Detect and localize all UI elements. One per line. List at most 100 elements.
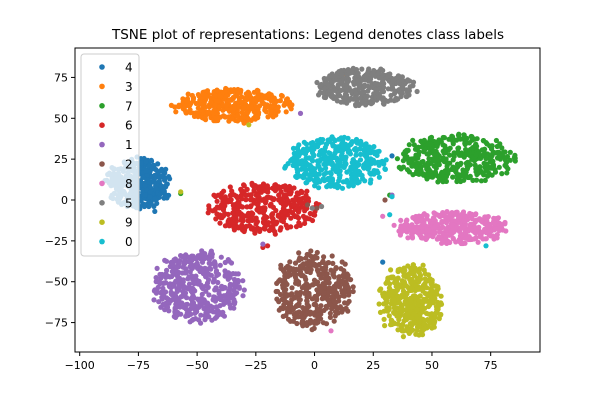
point-class-1	[193, 261, 200, 268]
point-class-1	[231, 287, 237, 293]
point-class-9	[376, 301, 382, 307]
point-class-1	[204, 302, 211, 308]
point-class-3	[283, 109, 289, 115]
point-class-0	[375, 170, 381, 176]
point-class-0	[346, 148, 353, 154]
point-class-1	[215, 279, 221, 286]
point-class-2	[343, 305, 349, 311]
legend-marker-0	[99, 238, 105, 245]
point-class-2	[344, 300, 350, 306]
point-class-1	[225, 290, 231, 296]
point-class-4	[146, 203, 152, 210]
point-class-5	[364, 71, 370, 77]
point-class-2	[338, 306, 345, 312]
point-class-1	[236, 284, 242, 290]
point-class-0	[314, 138, 320, 144]
point-class-1	[228, 260, 235, 266]
point-class-6	[241, 182, 247, 188]
point-class-6	[248, 192, 254, 198]
point-class-9	[408, 287, 414, 293]
series-9	[178, 122, 445, 340]
point-class-3	[250, 97, 257, 103]
point-class-7	[441, 135, 447, 141]
point-class-6	[271, 219, 277, 225]
point-class-6	[296, 207, 302, 213]
point-class-2	[291, 305, 297, 311]
point-class-4	[163, 193, 169, 200]
point-class-5	[396, 73, 402, 80]
point-class-7	[474, 143, 480, 149]
point-class-8	[469, 216, 475, 222]
point-class-1	[192, 310, 198, 316]
point-class-6	[231, 202, 237, 208]
point-class-8	[463, 231, 469, 237]
point-class-7	[447, 152, 453, 158]
point-class-6	[272, 229, 278, 235]
point-class-9	[408, 295, 414, 301]
legend-label-1: 1	[125, 138, 133, 152]
point-class-3	[212, 93, 218, 99]
point-class-6	[271, 185, 278, 191]
point-class-9	[416, 279, 422, 285]
point-class-0	[303, 141, 310, 147]
point-class-2	[308, 319, 314, 325]
point-class-7	[450, 138, 456, 145]
legend-marker-1	[99, 141, 105, 148]
series-6	[205, 180, 322, 250]
point-class-6	[229, 188, 235, 194]
legend-marker-6	[99, 122, 105, 128]
point-class-0	[371, 168, 377, 174]
point-class-9	[431, 316, 437, 322]
point-class-9	[426, 272, 432, 278]
point-class-0	[329, 155, 335, 162]
point-class-6	[295, 191, 301, 197]
point-class-5	[328, 88, 335, 94]
point-class-1	[233, 271, 239, 277]
point-class-0	[346, 183, 352, 189]
point-class-5	[316, 92, 322, 98]
point-class-1	[228, 305, 234, 311]
point-class-1	[217, 262, 223, 268]
point-class-0	[371, 144, 377, 150]
point-class-5	[341, 67, 347, 73]
point-class-1	[206, 257, 212, 263]
point-class-5	[359, 90, 365, 96]
point-class-5	[388, 97, 394, 103]
point-class-8	[450, 218, 456, 224]
point-class-4	[138, 160, 144, 166]
point-class-8	[460, 240, 466, 247]
point-class-4	[151, 203, 157, 209]
point-class-0	[357, 157, 364, 163]
point-class-7	[499, 171, 505, 177]
point-class-1	[205, 277, 212, 283]
point-class-5	[338, 99, 344, 105]
point-class-6	[249, 213, 255, 219]
point-class-7	[431, 163, 437, 169]
point-class-9	[385, 294, 391, 300]
point-class-9	[410, 262, 416, 268]
point-class-7	[418, 164, 424, 170]
point-class-5	[365, 83, 371, 89]
point-class-6	[244, 204, 250, 210]
point-class-4	[152, 172, 158, 178]
point-class-0	[357, 151, 364, 157]
point-class-6	[222, 194, 228, 200]
point-class-3	[236, 89, 242, 95]
point-class-7	[422, 146, 428, 153]
chart-title: TSNE plot of representations: Legend den…	[111, 27, 504, 43]
point-class-3	[193, 110, 199, 116]
point-class-1	[176, 284, 182, 290]
point-class-8	[453, 209, 459, 215]
point-class-8	[447, 239, 453, 246]
point-class-0	[294, 169, 301, 175]
point-class-8	[435, 212, 441, 218]
point-class-2	[287, 259, 293, 265]
point-class-7	[451, 153, 457, 160]
point-class-0	[360, 176, 366, 182]
point-class-5	[391, 90, 398, 97]
point-class-3	[243, 94, 249, 100]
point-class-1	[225, 257, 231, 263]
point-class-9	[435, 284, 441, 290]
point-class-6	[279, 218, 285, 224]
point-class-1	[185, 276, 191, 282]
